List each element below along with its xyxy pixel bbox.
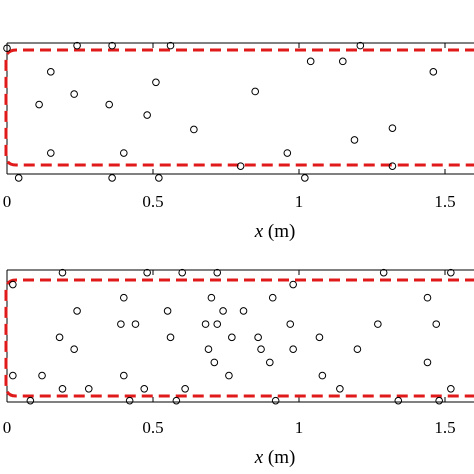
scatter-point [47,68,55,76]
scatter-point [125,396,134,405]
scatter-point [336,385,344,393]
x-tick-label: 1.5 [434,192,455,211]
scatter-point [70,90,78,98]
scatter-point [289,345,297,354]
scatter-point [356,41,365,50]
x-tick-label: 1.5 [434,418,455,437]
scatter-point [423,358,432,367]
scatter-point [432,320,441,328]
scatter-point [251,87,259,96]
scatter-point [423,293,432,302]
scatter-point [210,358,219,367]
scatter-point [120,149,128,157]
scatter-point [257,345,265,354]
axes-frame [6,42,474,175]
scatter-point [306,57,315,66]
scatter-point [58,268,67,277]
x-tick-label: 0 [3,418,12,437]
bottom-panel: 0 0.5 1 1.5 x (m) [3,268,474,468]
scatter-point [236,162,245,170]
scatter-point [339,57,347,66]
scatter-point [394,396,403,405]
x-tick-label: 1 [295,192,304,211]
top-panel: 0 0.5 1 1.5 x (m) [3,41,474,242]
scatter-point [301,174,309,182]
scatter-point [70,345,78,354]
scatter-point [55,333,64,342]
scatter-point [178,268,186,277]
scatter-point [271,396,280,405]
scatter-point [190,125,198,134]
scatter-point [143,111,151,119]
scatter-point [353,345,362,354]
scatter-point [73,307,81,315]
scatter-point [58,385,67,393]
scatter-point [35,100,43,109]
scatter-point [120,371,128,380]
scatter-point [143,268,151,277]
scatter-point [379,268,388,277]
scatter-point [239,307,248,315]
scatter-point [152,78,160,87]
scatter-point [318,371,327,380]
scatter-point [388,124,397,132]
scatter-point [108,41,116,50]
x-tick-label: 0.5 [142,418,163,437]
scatter-point [289,280,297,289]
scatter-point [155,174,163,182]
x-tick-label: 0 [3,192,12,211]
scatter-point [9,280,17,289]
scatter-point [172,396,181,405]
scatter-point [225,371,233,380]
scatter-point [207,293,216,302]
scatter-point [219,307,227,315]
scatter-point [447,385,455,393]
axes-frame [6,269,474,403]
scatter-point [254,333,262,342]
scatter-point [429,68,438,76]
scatter-point [166,333,175,342]
scatter-point [204,345,213,354]
domain-boundary [4,278,474,398]
scatter-point [117,320,125,328]
scatter-point [350,136,359,144]
scatter-point [181,385,189,393]
scatter-point [388,162,397,170]
scatter-point [266,358,274,367]
scatter-point [26,396,35,405]
scatter-point [268,293,277,302]
scatter-point [47,149,55,157]
scatter-point [131,320,140,328]
scatter-point [3,44,11,53]
x-axis-label: x (m) [254,447,296,468]
scatter-point [315,333,324,342]
scatter-point [374,320,382,328]
scatter-point [213,320,222,328]
scatter-point [140,385,149,393]
x-tick-label: 1 [295,418,304,437]
scatter-point [447,268,455,277]
scatter-point [108,174,116,182]
domain-boundary [4,48,474,167]
scatter-point [14,174,23,182]
scatter-point [283,149,292,157]
scatter-point [84,385,93,393]
scatter-point [9,371,17,380]
scatter-point [38,371,46,380]
scatter-point [120,293,128,302]
scatter-point [166,41,175,50]
scatter-point [73,41,81,50]
scatter-point [201,320,210,328]
scatter-point [105,100,113,109]
scatter-point [213,268,222,277]
scatter-point [228,333,236,342]
scatter-point [163,307,172,315]
scatter-point [286,320,295,328]
x-axis-label: x (m) [254,221,296,242]
x-tick-label: 0.5 [142,192,163,211]
scatter-point [435,396,443,405]
